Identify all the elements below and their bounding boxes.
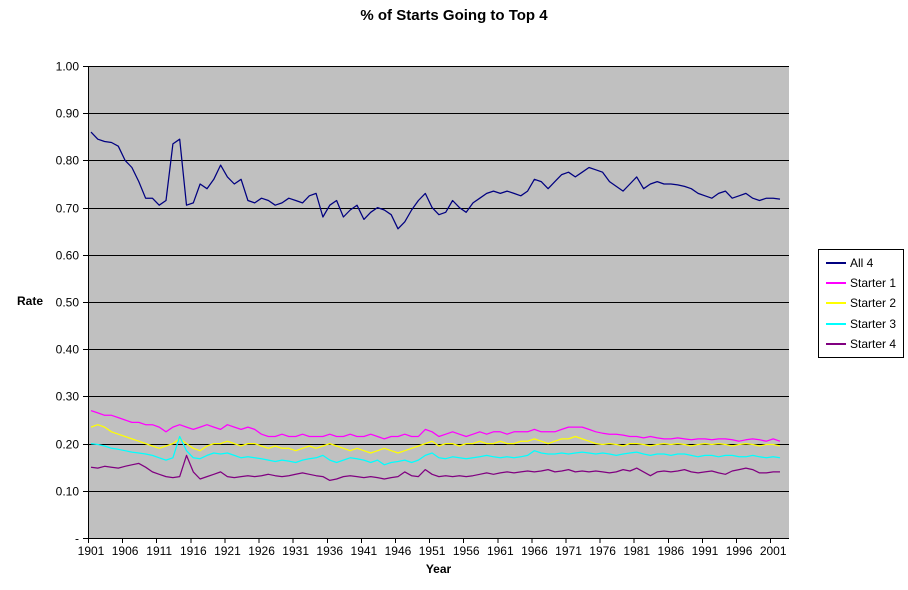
y-tick-label: 0.80 (56, 154, 80, 168)
x-tick-label: 1966 (521, 544, 548, 558)
x-tick-label: 1971 (555, 544, 582, 558)
legend-item: Starter 4 (826, 338, 903, 350)
y-tick-label: 0.30 (56, 390, 80, 404)
x-tick-label: 1996 (726, 544, 753, 558)
legend: All 4 Starter 1 Starter 2 Starter 3 Starter … (818, 249, 904, 358)
x-tick-label: 1991 (692, 544, 719, 558)
legend-swatch-starter-2 (826, 302, 846, 305)
x-tick-label: 1926 (248, 544, 275, 558)
x-tick-label: 1916 (180, 544, 207, 558)
y-tick-label: 0.40 (56, 343, 80, 357)
x-tick-label: 1986 (657, 544, 684, 558)
x-tick-label: 1956 (453, 544, 480, 558)
legend-item: Starter 3 (826, 318, 903, 330)
legend-swatch-starter-4 (826, 342, 846, 345)
x-tick-label: 1946 (385, 544, 412, 558)
legend-swatch-starter-1 (826, 282, 846, 285)
series-line-all-4 (90, 131, 781, 230)
y-axis-title: Rate (17, 294, 44, 308)
x-tick-label: 1941 (351, 544, 378, 558)
x-tick-label: 1931 (282, 544, 309, 558)
legend-label: Starter 1 (850, 276, 897, 291)
series-line-starter-3 (90, 435, 781, 466)
y-tick-label: 0.60 (56, 249, 80, 263)
legend-item: Starter 1 (826, 277, 903, 289)
x-tick-label: 1976 (589, 544, 616, 558)
legend-label: Starter 4 (850, 336, 897, 351)
y-tick-label: 0.50 (56, 296, 80, 310)
legend-label: All 4 (850, 256, 874, 271)
y-tick-label: 1.00 (56, 60, 80, 74)
series-line-starter-2 (90, 424, 781, 454)
x-tick-label: 1906 (112, 544, 139, 558)
x-tick-label: 1921 (214, 544, 241, 558)
y-tick-label: 0.90 (56, 107, 80, 121)
x-tick-label: 1961 (487, 544, 514, 558)
x-axis-title: Year (425, 562, 452, 576)
y-tick-label: 0.70 (56, 202, 80, 216)
legend-label: Starter 3 (850, 316, 897, 331)
x-tick-label: 1951 (419, 544, 446, 558)
legend-item: All 4 (826, 257, 903, 269)
legend-swatch-all-4 (826, 262, 846, 265)
x-tick-label: 1981 (623, 544, 650, 558)
legend-label: Starter 2 (850, 296, 897, 311)
chart-title: % of Starts Going to Top 4 (360, 7, 548, 24)
legend-swatch-starter-3 (826, 322, 846, 325)
series-line-starter-1 (90, 410, 781, 442)
x-tick-label: 1911 (146, 544, 172, 558)
x-tick-label: 1936 (316, 544, 343, 558)
y-tick-label: 0.10 (56, 485, 80, 499)
legend-item: Starter 2 (826, 297, 903, 309)
x-tick-label: 2001 (760, 544, 787, 558)
y-tick-label: 0.20 (56, 438, 80, 452)
series-line-starter-4 (90, 454, 780, 482)
y-tick-label: - (75, 532, 79, 546)
x-tick-label: 1901 (78, 544, 105, 558)
